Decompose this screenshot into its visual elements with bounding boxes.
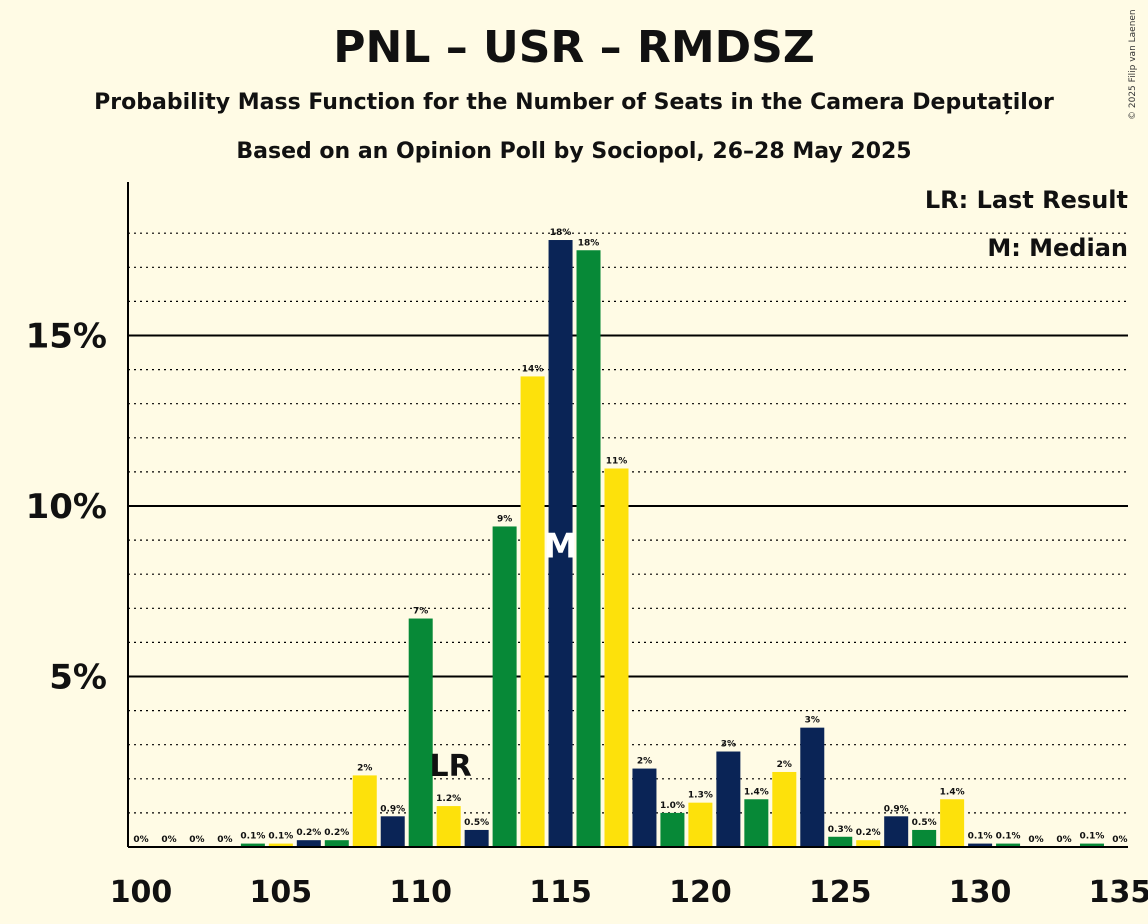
bar-119: [660, 812, 685, 847]
bar-110: [408, 618, 433, 847]
x-tick-label: 125: [809, 875, 872, 910]
bar-130: [968, 843, 993, 847]
bar-value-label: 18%: [578, 238, 600, 248]
bar-122: [744, 799, 769, 847]
bar-value-label: 9%: [497, 514, 512, 524]
bar-value-label: 0%: [161, 835, 176, 845]
bar-value-label: 2%: [637, 757, 652, 767]
bar-107: [324, 840, 349, 847]
bar-value-label: 2%: [357, 763, 372, 773]
bar-value-label: 0%: [189, 835, 204, 845]
x-tick-label: 105: [250, 875, 313, 910]
bar-108: [352, 775, 377, 847]
bar-129: [940, 799, 965, 847]
bar-value-label: 0.1%: [268, 832, 293, 842]
bar-value-label: 0.5%: [464, 818, 489, 828]
bar-value-label: 0.9%: [380, 804, 405, 814]
x-tick-label: 110: [389, 875, 452, 910]
median-marker: M: [544, 527, 578, 567]
bar-value-label: 0%: [217, 835, 232, 845]
legend-median: M: Median: [987, 234, 1128, 262]
bar-value-label: 0.3%: [828, 825, 853, 835]
bar-115: [548, 240, 573, 847]
bar-114: [520, 376, 545, 847]
bar-value-label: 0.5%: [912, 818, 937, 828]
bar-value-label: 1.4%: [744, 787, 769, 797]
bar-123: [772, 771, 797, 847]
bar-value-label: 0.2%: [856, 828, 881, 838]
bar-105: [268, 843, 293, 847]
bar-value-label: 0.1%: [240, 832, 265, 842]
bar-124: [800, 727, 825, 847]
bar-value-label: 0.9%: [884, 804, 909, 814]
bar-value-label: 14%: [522, 364, 544, 374]
bar-111: [436, 806, 461, 847]
chart-subtitle: Probability Mass Function for the Number…: [94, 90, 1054, 115]
bar-value-label: 0.1%: [968, 832, 993, 842]
legend-last-result: LR: Last Result: [924, 186, 1128, 214]
chart-title: PNL – USR – RMDSZ: [333, 22, 815, 73]
bar-value-label: 0.1%: [1079, 832, 1104, 842]
bar-121: [716, 751, 741, 847]
bar-value-label: 0%: [133, 835, 148, 845]
bar-value-label: 0%: [1056, 835, 1071, 845]
x-tick-label: 135: [1089, 875, 1148, 910]
bar-134: [1079, 843, 1104, 847]
bar-117: [604, 468, 629, 847]
y-tick-label: 15%: [26, 317, 107, 357]
y-tick-label: 5%: [49, 658, 107, 698]
bar-value-label: 1.3%: [688, 791, 713, 801]
bar-value-label: 0.1%: [996, 832, 1021, 842]
bar-113: [492, 526, 517, 847]
bar-125: [828, 836, 853, 847]
last-result-marker: LR: [430, 749, 472, 784]
chart-subtitle-source: Based on an Opinion Poll by Sociopol, 26…: [236, 139, 912, 164]
bar-116: [576, 250, 601, 847]
bar-127: [884, 816, 909, 847]
x-tick-label: 130: [949, 875, 1012, 910]
bar-value-label: 0%: [1112, 835, 1127, 845]
bar-value-label: 1.2%: [436, 794, 461, 804]
bar-value-label: 2%: [777, 760, 792, 770]
bar-value-label: 0.2%: [296, 828, 321, 838]
bar-112: [464, 829, 489, 847]
bar-value-label: 1.4%: [940, 787, 965, 797]
bar-value-label: 0%: [1028, 835, 1043, 845]
bar-value-label: 11%: [606, 456, 628, 466]
bar-120: [688, 802, 713, 847]
bar-value-label: 7%: [413, 607, 428, 617]
bar-104: [240, 843, 265, 847]
bar-value-label: 3%: [805, 716, 820, 726]
y-tick-label: 10%: [26, 487, 107, 527]
bar-value-label: 1.0%: [660, 801, 685, 811]
x-tick-label: 120: [669, 875, 732, 910]
x-tick-label: 115: [529, 875, 592, 910]
bar-128: [912, 829, 937, 847]
x-tick-label: 100: [110, 875, 173, 910]
bar-value-label: 18%: [550, 228, 572, 238]
bar-106: [296, 840, 321, 847]
bar-value-label: 3%: [721, 740, 736, 750]
bar-126: [856, 840, 881, 847]
bar-value-label: 0.2%: [324, 828, 349, 838]
bar-109: [380, 816, 405, 847]
bar-131: [996, 843, 1021, 847]
bar-118: [632, 768, 657, 847]
